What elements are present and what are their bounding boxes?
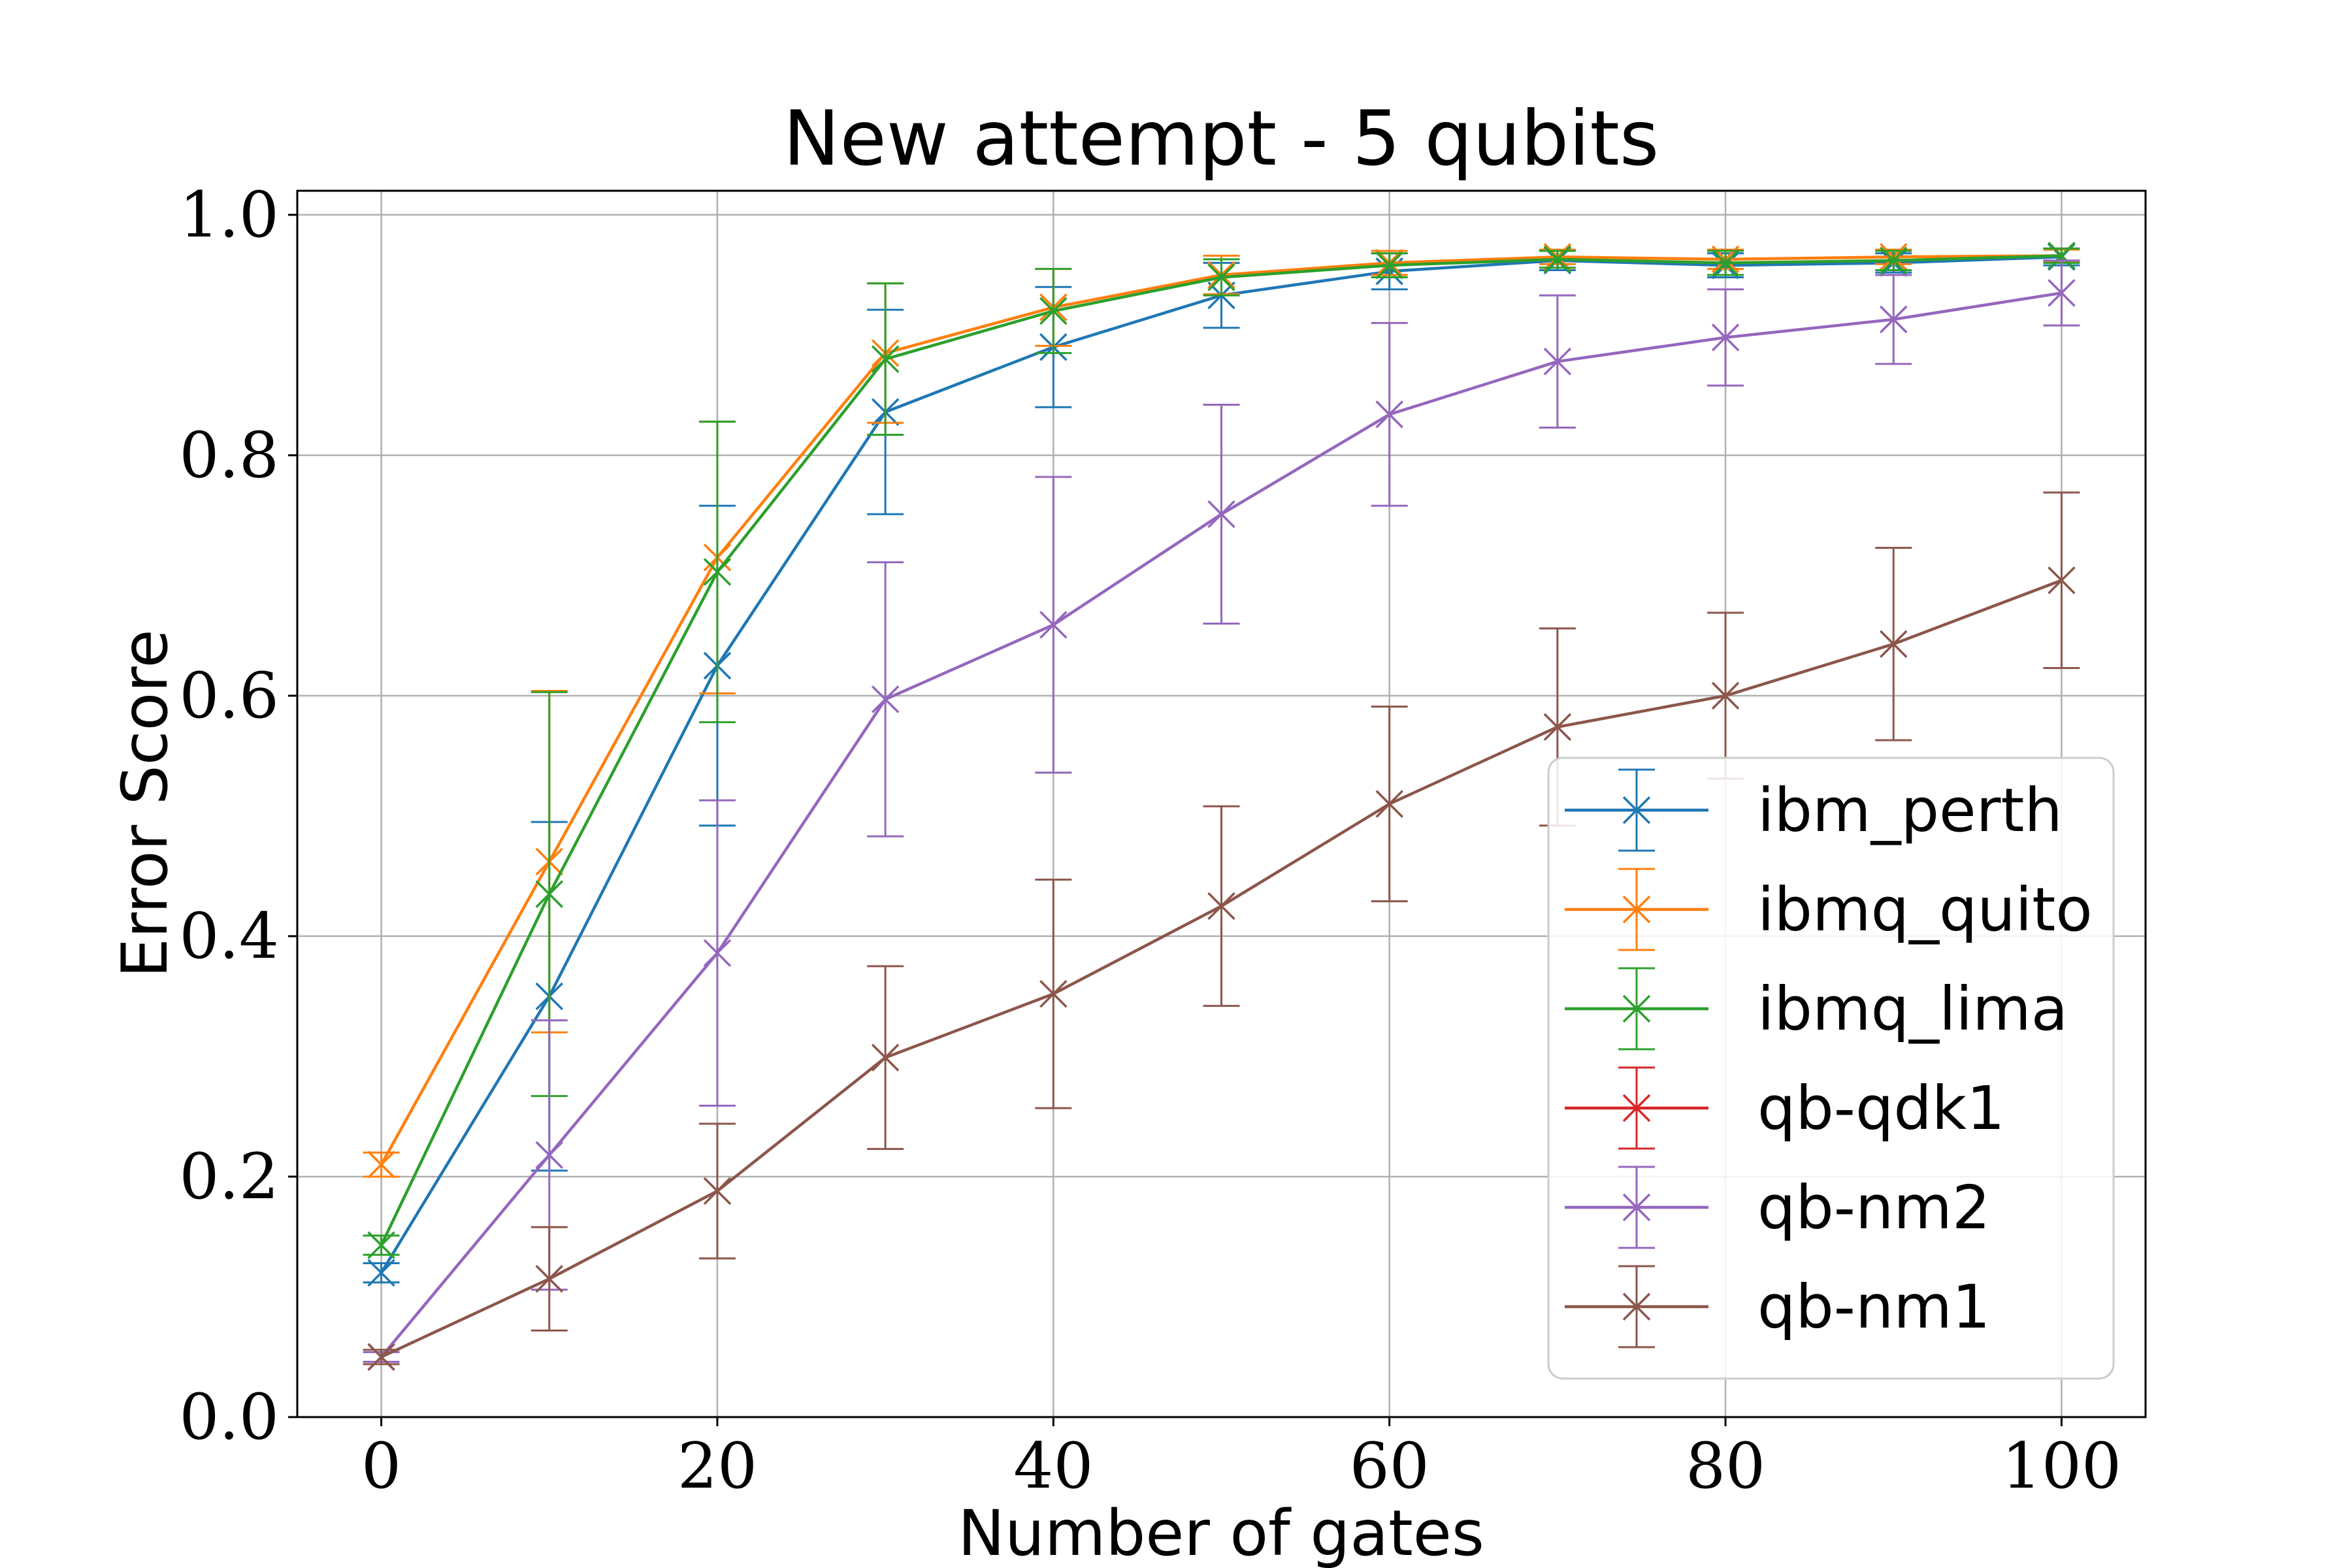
data-point	[703, 1177, 732, 1205]
data-point	[1207, 263, 1235, 291]
data-point	[1879, 246, 1908, 274]
legend-marker	[1622, 895, 1651, 924]
data-point	[367, 1343, 395, 1371]
y-tick-label: 0.8	[179, 419, 279, 492]
legend-item-qb-nm1: qb-nm1	[1565, 1265, 1990, 1348]
y-tick-label: 0.0	[179, 1380, 279, 1454]
y-tick-label: 0.2	[179, 1140, 279, 1213]
legend-marker	[1622, 1193, 1651, 1222]
chart-title: New attempt - 5 qubits	[783, 95, 1659, 183]
plot-frame	[296, 189, 2147, 1418]
legend-label: qb-nm1	[1757, 1272, 1990, 1342]
data-point	[1207, 500, 1235, 529]
data-point	[1039, 980, 1068, 1008]
data-point	[1543, 713, 1572, 741]
x-tick-label: 20	[678, 1429, 757, 1503]
data-point	[1375, 790, 1403, 818]
x-tick-label: 0	[361, 1429, 401, 1503]
data-point	[367, 1231, 395, 1260]
data-point	[2048, 566, 2076, 595]
data-point	[1375, 251, 1403, 280]
data-point	[1879, 630, 1908, 658]
x-tick-label: 60	[1350, 1429, 1429, 1503]
data-point	[1711, 323, 1740, 351]
legend: ibm_perth ibmq_quito ibmq_lima qb-qdk1 qb-nm…	[1547, 757, 2115, 1380]
series-qb-nm2	[363, 259, 2080, 1371]
x-tick-label: 100	[2002, 1429, 2121, 1503]
data-point	[367, 1258, 395, 1287]
legend-item-qb-nm2: qb-nm2	[1565, 1166, 1990, 1249]
data-point	[1879, 305, 1908, 334]
data-point	[1207, 892, 1235, 921]
legend-item-ibm_perth: ibm_perth	[1565, 768, 2063, 852]
legend-box	[1547, 757, 2115, 1380]
data-point	[1039, 611, 1068, 639]
data-point	[1543, 348, 1572, 376]
x-tick-label: 40	[1013, 1429, 1093, 1503]
data-point	[2048, 279, 2076, 307]
series-ibmq_lima	[363, 242, 2080, 1260]
legend-item-ibmq_lima: ibmq_lima	[1565, 967, 2068, 1051]
data-point	[703, 939, 732, 967]
data-point	[703, 558, 732, 586]
data-point	[367, 1151, 395, 1179]
y-tick-label: 0.4	[179, 900, 279, 973]
data-point	[1375, 400, 1403, 429]
data-point	[535, 880, 564, 908]
data-point	[535, 1265, 564, 1293]
legend-label: qb-nm2	[1757, 1173, 1990, 1243]
x-tick-label: 80	[1686, 1429, 1765, 1503]
y-tick-label: 0.6	[179, 659, 279, 732]
legend-marker	[1622, 1292, 1651, 1321]
legend-item-ibmq_quito: ibmq_quito	[1565, 868, 2093, 951]
axis-ticks: 0 20 40 60 80 100 0.0 0.2 0.4 0.6 0.8 1.0	[179, 178, 2121, 1503]
legend-label: ibm_perth	[1757, 776, 2063, 845]
legend-item-qb-qdk1: qb-qdk1	[1565, 1066, 2005, 1150]
legend-label: ibmq_lima	[1757, 974, 2068, 1044]
legend-marker	[1622, 994, 1651, 1023]
data-point	[871, 685, 900, 713]
data-point	[871, 1043, 900, 1072]
y-tick-label: 1.0	[179, 178, 279, 252]
series-layer	[363, 242, 2080, 1371]
data-point	[2048, 242, 2076, 270]
data-point	[871, 345, 900, 373]
legend-items: ibm_perth ibmq_quito ibmq_lima qb-qdk1 qb-nm…	[1565, 768, 2093, 1348]
legend-marker	[1622, 1094, 1651, 1122]
data-point	[1711, 249, 1740, 277]
data-point	[535, 1141, 564, 1169]
legend-label: ibmq_quito	[1757, 875, 2093, 945]
data-point	[1039, 297, 1068, 325]
series-qb-nm1	[363, 491, 2080, 1371]
data-point	[1711, 681, 1740, 710]
legend-label: qb-qdk1	[1757, 1073, 2005, 1143]
legend-marker	[1622, 796, 1651, 825]
y-axis-label: Error Score	[108, 629, 182, 977]
x-axis-label: Number of gates	[958, 1497, 1484, 1568]
data-point	[1543, 245, 1572, 274]
